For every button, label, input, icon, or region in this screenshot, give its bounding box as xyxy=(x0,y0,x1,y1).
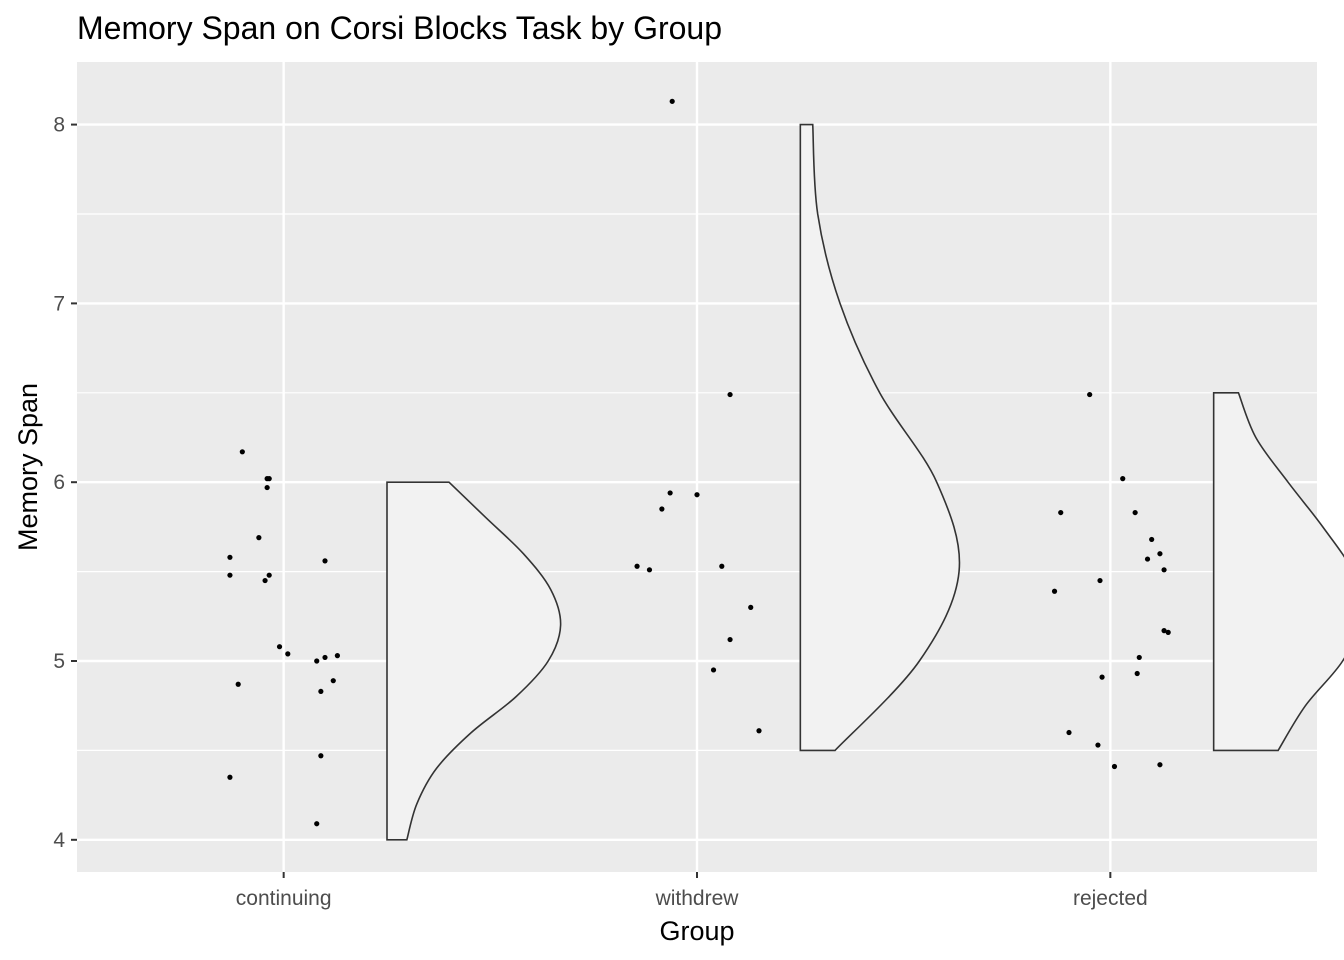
data-point xyxy=(227,572,233,578)
data-point xyxy=(719,563,725,569)
data-point xyxy=(1161,567,1167,573)
x-axis-title: Group xyxy=(659,916,734,946)
data-point xyxy=(1058,509,1064,516)
data-point xyxy=(334,653,340,659)
data-point xyxy=(634,563,640,569)
data-point xyxy=(318,753,324,759)
data-point xyxy=(322,654,328,661)
data-point xyxy=(1095,742,1101,748)
x-tick-label: continuing xyxy=(236,887,332,910)
data-point xyxy=(318,688,324,695)
data-point xyxy=(1051,588,1058,594)
data-point xyxy=(1099,674,1105,680)
data-point xyxy=(314,821,320,827)
data-point xyxy=(1165,629,1171,635)
data-point xyxy=(646,567,653,573)
data-point xyxy=(1120,476,1126,482)
data-point xyxy=(256,535,262,541)
data-point xyxy=(1149,536,1155,543)
data-point xyxy=(322,558,328,564)
data-point xyxy=(1157,551,1163,557)
data-point xyxy=(276,644,283,650)
data-point xyxy=(227,774,233,780)
data-point xyxy=(748,604,754,610)
data-point xyxy=(1111,763,1118,770)
data-point xyxy=(235,681,241,687)
data-point xyxy=(330,678,336,684)
data-point xyxy=(727,636,733,643)
y-tick-label: 6 xyxy=(53,471,65,494)
violin-continuing xyxy=(386,481,562,841)
data-point xyxy=(264,484,270,491)
data-point xyxy=(266,476,272,482)
data-point xyxy=(239,449,245,455)
data-point xyxy=(694,492,700,498)
y-tick-label: 4 xyxy=(53,829,65,852)
data-point xyxy=(727,391,733,398)
data-point xyxy=(1097,577,1103,584)
violins xyxy=(386,123,1344,841)
data-point xyxy=(285,651,291,657)
data-point xyxy=(1087,391,1093,398)
violin-withdrew xyxy=(799,123,961,752)
gridlines xyxy=(77,62,1317,872)
y-tick-label: 5 xyxy=(53,650,65,673)
y-tick-label: 7 xyxy=(53,292,65,315)
x-tick-label: rejected xyxy=(1073,887,1148,910)
data-point xyxy=(659,506,665,512)
chart-title: Memory Span on Corsi Blocks Task by Grou… xyxy=(77,10,722,46)
data-point xyxy=(710,667,717,673)
data-point xyxy=(1066,729,1072,736)
data-point xyxy=(667,490,673,496)
data-point xyxy=(262,577,268,584)
y-axis-title: Memory Span xyxy=(13,383,43,551)
x-tick-label: withdrew xyxy=(655,887,740,910)
data-point xyxy=(1136,654,1142,661)
violin-rejected xyxy=(1212,391,1344,752)
data-point xyxy=(227,554,233,560)
data-point xyxy=(669,98,675,104)
data-point xyxy=(756,728,762,734)
data-point xyxy=(1144,556,1151,562)
data-point xyxy=(1161,628,1167,634)
data-point xyxy=(1157,762,1163,768)
y-tick-label: 8 xyxy=(53,114,65,137)
data-point xyxy=(314,658,320,664)
data-point xyxy=(266,572,272,578)
jitter-points xyxy=(227,98,1171,827)
data-point xyxy=(1132,509,1138,516)
axes: 4 5 6 7 8 continuing withdrew rejected xyxy=(53,114,1147,910)
data-point xyxy=(1134,670,1140,677)
